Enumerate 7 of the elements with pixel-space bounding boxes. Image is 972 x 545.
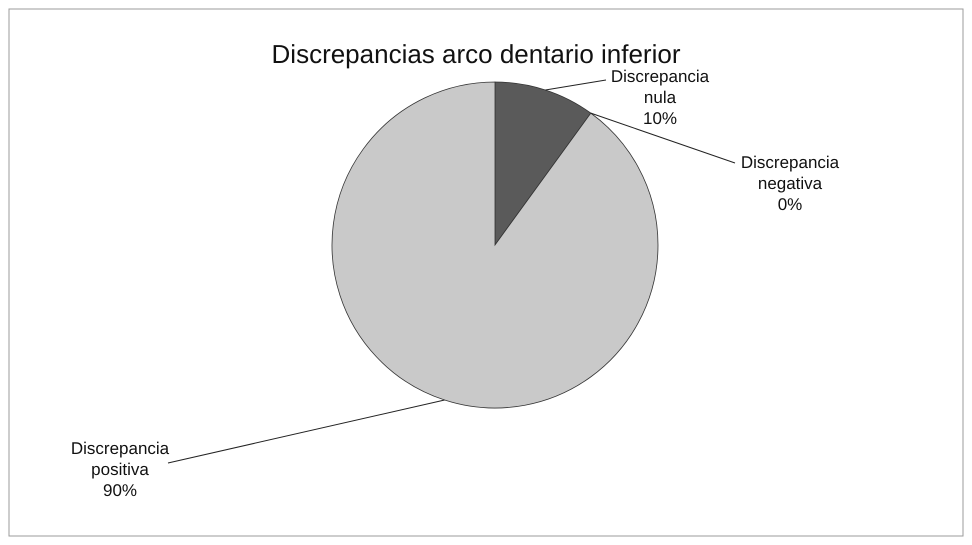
data-label: 90% [102,481,138,500]
chart-title: Discrepancias arco dentario inferior [272,39,681,69]
category-label: Discrepancia negativa [740,153,840,193]
slice-label: Discrepancia positiva [70,439,170,479]
data-label: 10% [642,109,678,128]
slice-label: Discrepancia nula [610,67,710,107]
text: 0% [778,195,802,214]
